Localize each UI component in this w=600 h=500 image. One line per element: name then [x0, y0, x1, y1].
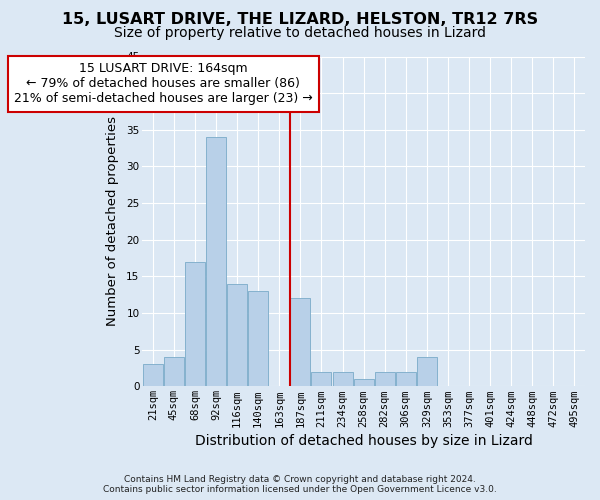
Bar [332, 372, 353, 386]
Bar [248, 291, 268, 386]
Bar [374, 372, 395, 386]
Y-axis label: Number of detached properties: Number of detached properties [106, 116, 119, 326]
Bar [206, 137, 226, 386]
Bar [227, 284, 247, 387]
Bar [290, 298, 310, 386]
X-axis label: Distribution of detached houses by size in Lizard: Distribution of detached houses by size … [194, 434, 533, 448]
Bar [396, 372, 416, 386]
Text: Contains public sector information licensed under the Open Government Licence v3: Contains public sector information licen… [103, 484, 497, 494]
Bar [143, 364, 163, 386]
Text: Size of property relative to detached houses in Lizard: Size of property relative to detached ho… [114, 26, 486, 40]
Bar [417, 357, 437, 386]
Bar [311, 372, 331, 386]
Bar [185, 262, 205, 386]
Text: 15, LUSART DRIVE, THE LIZARD, HELSTON, TR12 7RS: 15, LUSART DRIVE, THE LIZARD, HELSTON, T… [62, 12, 538, 28]
Text: Contains HM Land Registry data © Crown copyright and database right 2024.: Contains HM Land Registry data © Crown c… [124, 475, 476, 484]
Text: 15 LUSART DRIVE: 164sqm
← 79% of detached houses are smaller (86)
21% of semi-de: 15 LUSART DRIVE: 164sqm ← 79% of detache… [14, 62, 313, 106]
Bar [164, 357, 184, 386]
Bar [353, 379, 374, 386]
